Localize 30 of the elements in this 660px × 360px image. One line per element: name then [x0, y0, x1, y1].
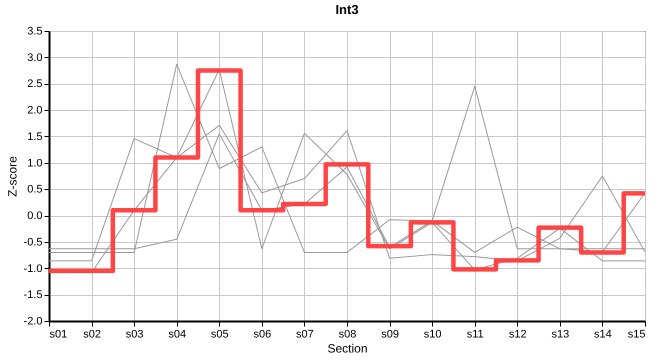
x-tick-label: s01: [50, 328, 68, 340]
x-tick-label: s14: [594, 328, 612, 340]
y-tick-label: -1.5: [24, 289, 42, 302]
x-tick-label: s06: [253, 328, 272, 340]
y-tick-label: 0.0: [27, 210, 42, 222]
x-tick-label: s05: [210, 328, 229, 340]
y-tick-label: 1.0: [27, 157, 42, 170]
x-tick-label: s13: [551, 328, 570, 340]
chart-title: Int3: [335, 2, 359, 17]
y-tick-label: -1.0: [24, 262, 42, 275]
x-tick-label: s10: [424, 328, 442, 340]
x-tick-label: s07: [296, 328, 314, 340]
y-tick-label: 1.5: [27, 130, 42, 143]
x-tick-label: s11: [466, 328, 484, 340]
x-tick-label: s09: [381, 328, 399, 340]
x-tick-label: s12: [508, 328, 527, 340]
y-tick-label: -0.5: [24, 236, 42, 248]
x-tick-label: s15: [628, 328, 646, 340]
y-tick-label: 3.5: [27, 26, 42, 38]
x-axis-title: Section: [327, 342, 368, 356]
x-tick-label: s08: [338, 328, 356, 340]
y-tick-label: -2.0: [24, 316, 42, 328]
y-tick-label: 2.0: [27, 104, 42, 117]
y-tick-label: 3.0: [27, 52, 42, 64]
y-axis-title: Z-score: [6, 156, 20, 197]
x-tick-label: s03: [126, 328, 144, 340]
y-tick-label: 0.5: [27, 184, 42, 196]
x-tick-label: s02: [83, 328, 101, 340]
x-tick-label: s04: [168, 328, 186, 340]
y-tick-label: 2.5: [27, 78, 42, 90]
